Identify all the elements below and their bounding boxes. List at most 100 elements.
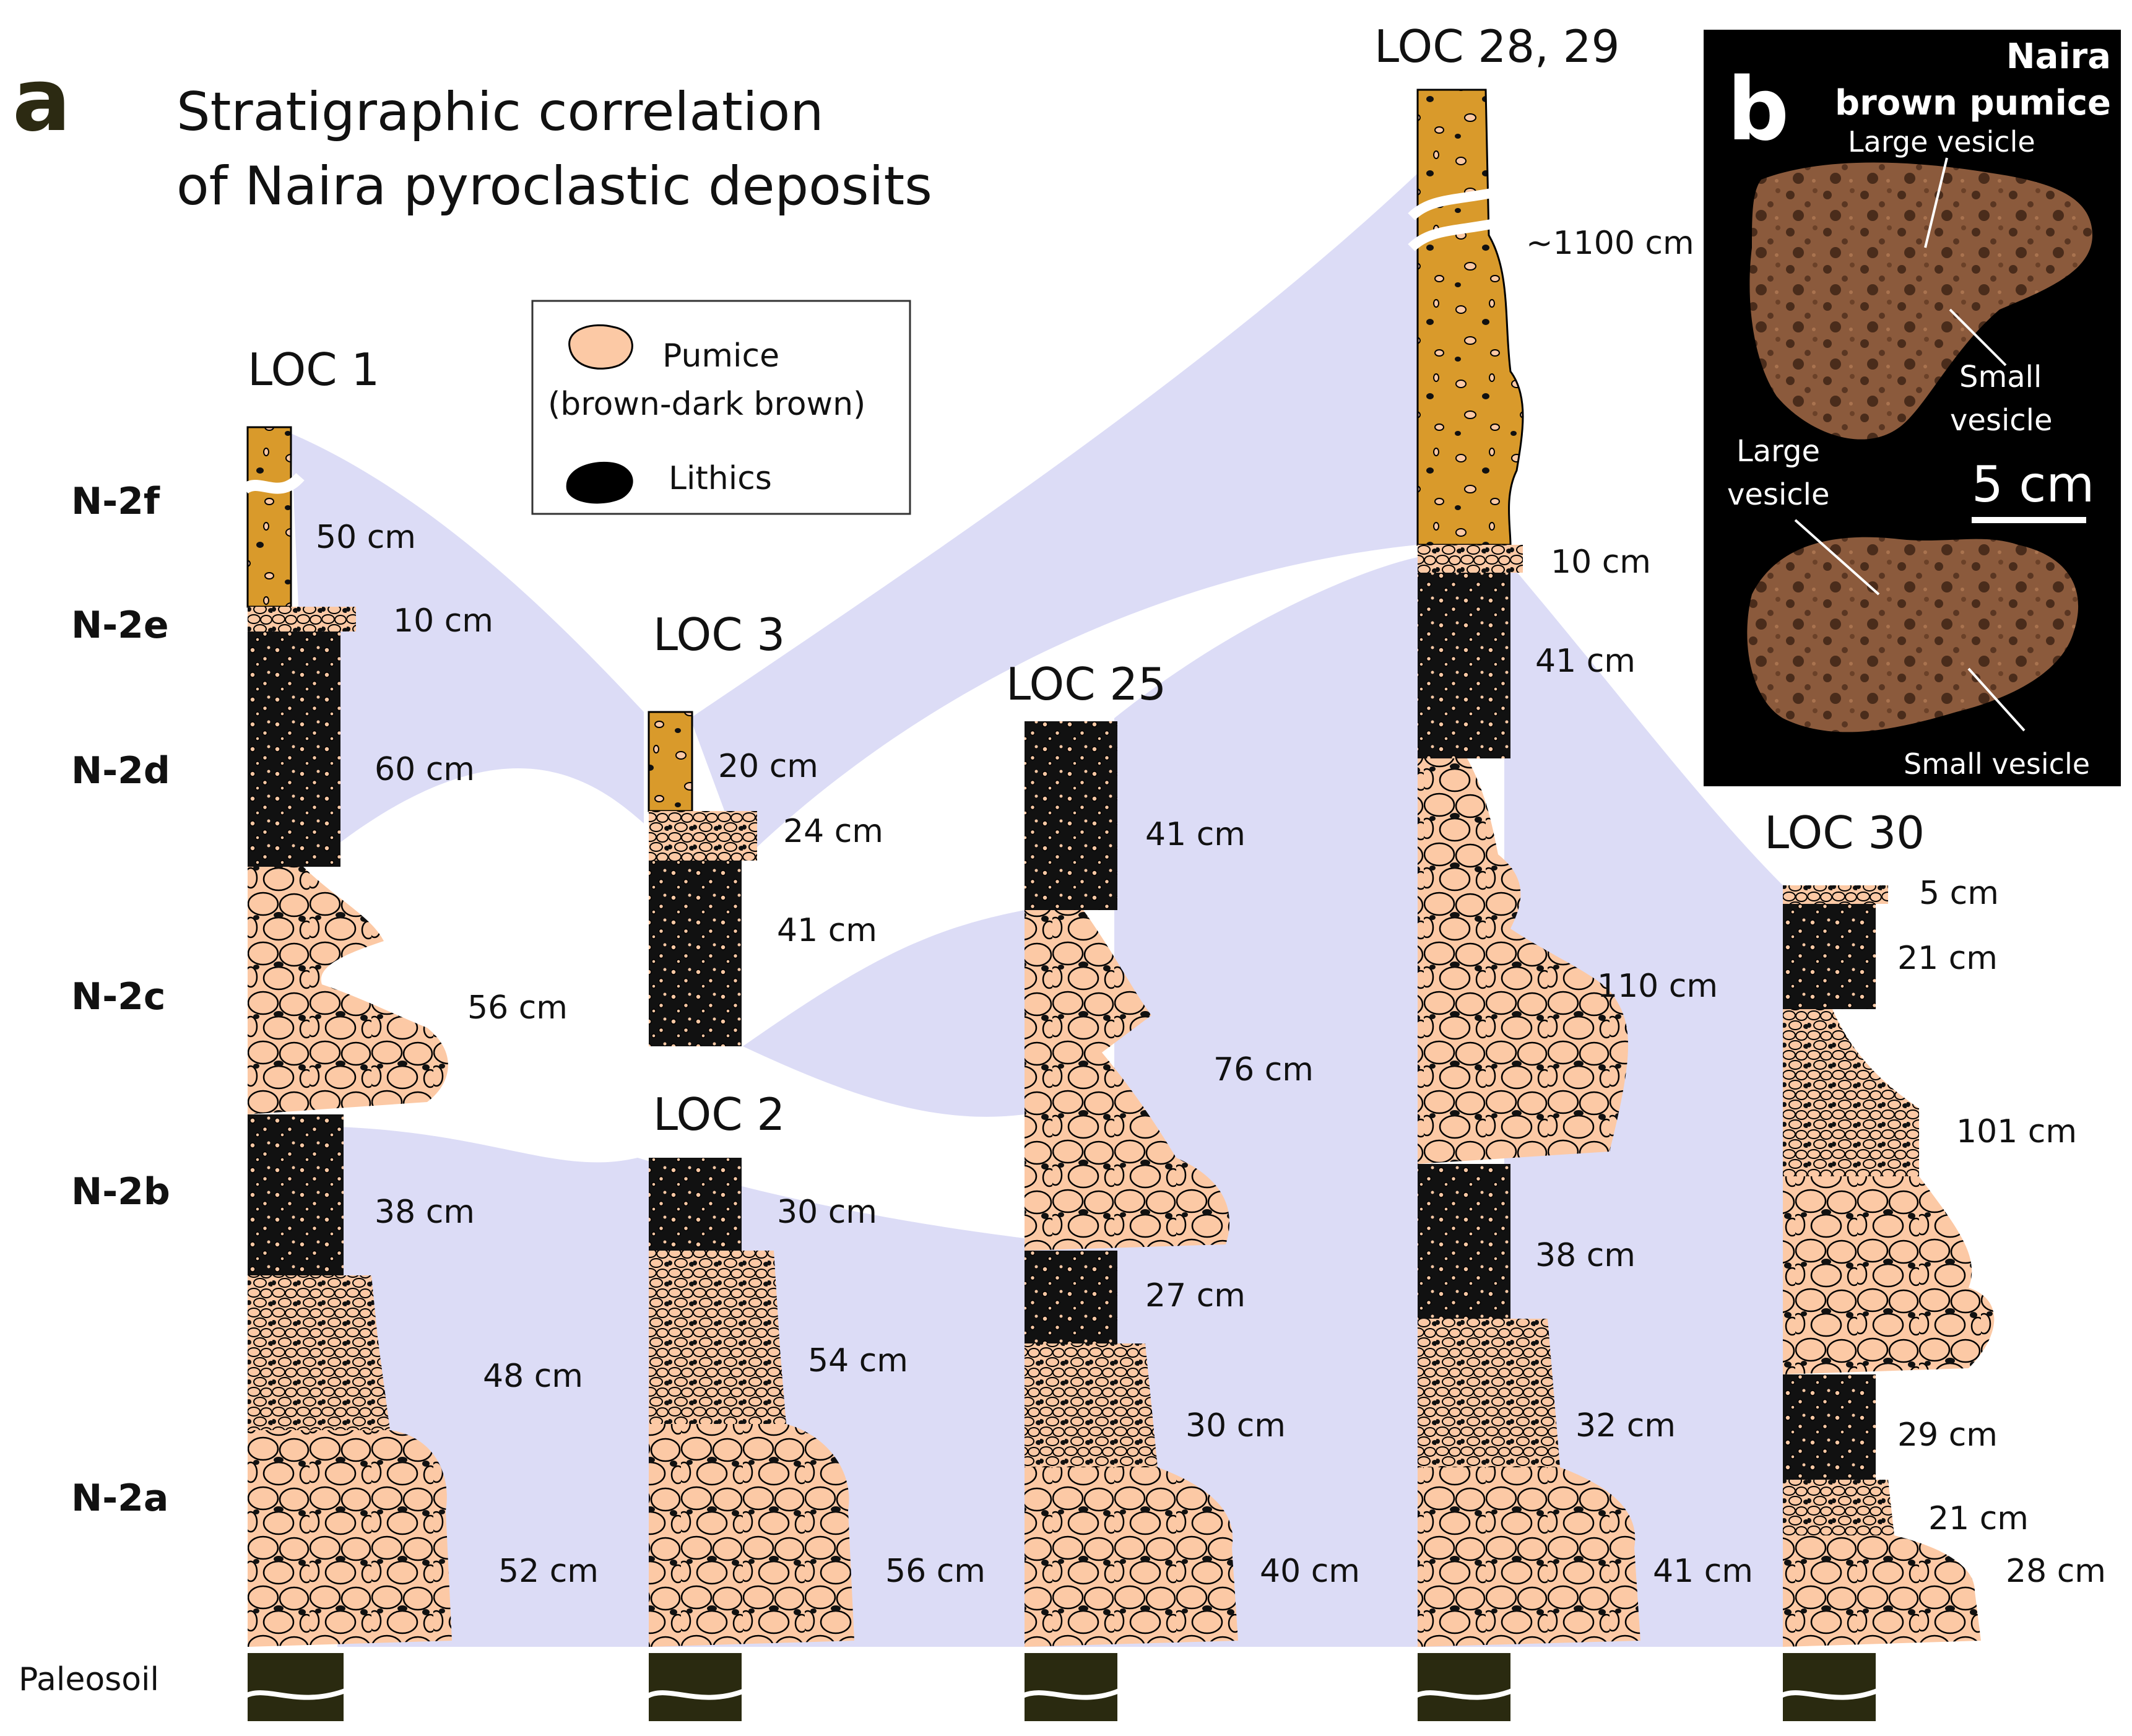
loc3-thick-n2e: 24 cm (783, 813, 883, 850)
loc1-n2a-upper (248, 1275, 390, 1430)
loc2-thick-n2a-upper: 54 cm (808, 1342, 908, 1379)
loc2829-label: LOC 28, 29 (1374, 20, 1619, 72)
legend: Pumice (brown-dark brown) Lithics (531, 300, 911, 515)
loc2829-n2f (1416, 89, 1524, 546)
loc30-thick-n2a-dark: 29 cm (1897, 1417, 1998, 1454)
unit-label-n2d: N-2d (71, 749, 170, 792)
band-loc30 (1504, 557, 1783, 1647)
loc1-thick-n2a-upper: 48 cm (483, 1358, 583, 1395)
leader-large-vesicle-2 (1794, 519, 1880, 596)
loc2829-paleosoil-break (1413, 1688, 1515, 1700)
loc2-label: LOC 2 (653, 1088, 785, 1140)
title-line1: Stratigraphic correlation (176, 81, 824, 143)
column-loc25: LOC 25 41 cm 76 cm 27 cm 30 cm 40 cm (1006, 658, 1360, 1721)
loc25-label: LOC 25 (1006, 658, 1166, 710)
loc2-paleosoil-break (646, 1688, 747, 1700)
unit-label-n2e: N-2e (71, 604, 169, 647)
loc2829-n2a-lower (1418, 1467, 1640, 1647)
loc2829-thick-n2a-upper: 32 cm (1575, 1407, 1676, 1444)
scale-bar-label: 5 cm (1972, 456, 2094, 513)
panel-b-title-line2: brown pumice (1835, 83, 2111, 123)
loc2829-thick-n2c: 110 cm (1597, 968, 1718, 1005)
column-loc2: LOC 2 30 cm 54 cm 56 cm (646, 1088, 986, 1721)
loc25-n2d (1025, 721, 1117, 910)
column-loc2829: LOC 28, 29 ~1100 cm 10 cm 41 cm 110 cm 3… (1374, 20, 1753, 1721)
loc25-paleosoil (1025, 1653, 1117, 1721)
column-loc1: LOC 1 50 cm 10 cm 60 cm 56 cm 38 cm 48 c… (241, 344, 599, 1721)
pumice-specimen-upper (1749, 162, 2092, 440)
loc1-label: LOC 1 (248, 344, 379, 396)
band-loc25-30 (1114, 557, 1418, 1548)
loc2-thick-n2b: 30 cm (777, 1194, 877, 1231)
loc2829-break (1408, 175, 1543, 251)
label-small-vesicle-2: Small vesicle (1904, 747, 2090, 781)
loc25-thick-n2a-upper: 30 cm (1185, 1407, 1286, 1444)
loc1-thick-n2a-lower: 52 cm (498, 1553, 599, 1590)
column-loc3: LOC 3 20 cm 24 cm 41 cm (648, 609, 883, 1046)
leader-small-vesicle-2 (1967, 667, 2026, 732)
unit-label-n2c: N-2c (71, 975, 165, 1018)
loc25-n2b (1025, 1251, 1117, 1343)
loc1-thick-n2d: 60 cm (375, 751, 475, 788)
loc1-n2e (248, 607, 356, 631)
loc30-n2e (1783, 885, 1888, 904)
loc1-n2d (248, 631, 340, 867)
panel-b-inset: b Naira brown pumice Large vesicle Small… (1704, 30, 2121, 786)
pumice-swatch-icon (568, 324, 633, 370)
loc25-n2c (1025, 910, 1230, 1251)
loc3-n2f (648, 711, 693, 812)
loc3-n2e (649, 811, 757, 861)
loc25-n2a-lower (1025, 1467, 1238, 1647)
loc2829-thick-n2e: 10 cm (1551, 544, 1651, 581)
label-large-vesicle-2a: Large (1736, 434, 1820, 469)
label-small-vesicle-1a: Small (1959, 360, 2042, 394)
panel-b-letter: b (1727, 59, 1789, 160)
loc2-n2a-upper (649, 1251, 786, 1424)
label-large-vesicle-1: Large vesicle (1848, 125, 2035, 158)
loc1-thick-n2b: 38 cm (375, 1194, 475, 1231)
loc2829-thick-n2d: 41 cm (1535, 643, 1636, 680)
loc2-n2a-lower (649, 1424, 854, 1647)
loc1-n2c (248, 867, 448, 1114)
loc2829-n2e (1418, 545, 1523, 573)
loc3-label: LOC 3 (653, 609, 785, 661)
legend-pumice-sub: (brown-dark brown) (548, 386, 865, 423)
loc1-paleosoil (248, 1653, 344, 1721)
leader-large-vesicle-1 (1924, 157, 1948, 248)
paleosoil-label: Paleosoil (19, 1661, 159, 1698)
column-loc30: LOC 30 5 cm 21 cm 101 cm 29 cm 21 cm 28 … (1764, 807, 2106, 1721)
loc2829-thick-n2a-lower: 41 cm (1653, 1553, 1753, 1590)
loc30-paleosoil (1783, 1653, 1876, 1721)
pumice-specimen-lower (1747, 537, 2079, 732)
loc2829-n2c (1418, 758, 1628, 1164)
band-upper-wedge (291, 433, 644, 867)
loc30-thick-n2e: 5 cm (1919, 875, 1999, 912)
legend-pumice-label: Pumice (662, 337, 779, 375)
unit-label-n2a: N-2a (71, 1477, 168, 1520)
loc2829-n2b (1418, 1164, 1510, 1319)
loc3-n2d (649, 861, 742, 1046)
label-small-vesicle-1b: vesicle (1950, 403, 2053, 438)
loc30-n2a-dark (1783, 1374, 1876, 1480)
loc2829-thick-n2b: 38 cm (1535, 1237, 1636, 1274)
loc30-n2a-upper (1783, 1480, 1894, 1535)
loc30-paleosoil-break (1779, 1688, 1880, 1700)
loc1-thick-n2e: 10 cm (393, 602, 493, 640)
loc2829-paleosoil (1418, 1653, 1510, 1721)
unit-label-n2f: N-2f (71, 480, 160, 523)
loc25-thick-n2a-lower: 40 cm (1260, 1553, 1360, 1590)
loc30-n2c (1783, 1009, 1919, 1176)
loc3-thick-n2d: 41 cm (777, 912, 877, 949)
leader-small-vesicle-1 (1949, 308, 2007, 367)
loc30-thick-n2a-lower: 28 cm (2006, 1553, 2106, 1590)
loc30-thick-n2a-upper: 21 cm (1928, 1500, 2029, 1537)
title-line2: of Naira pyroclastic deposits (176, 155, 932, 217)
loc2-paleosoil (649, 1653, 742, 1721)
unit-label-n2b: N-2b (71, 1170, 170, 1213)
loc2-n2b (649, 1158, 742, 1251)
panel-a-letter: a (12, 50, 71, 151)
scale-bar (1972, 517, 2086, 523)
loc25-paleosoil-break (1020, 1688, 1122, 1700)
loc25-thick-n2d: 41 cm (1145, 816, 1246, 853)
